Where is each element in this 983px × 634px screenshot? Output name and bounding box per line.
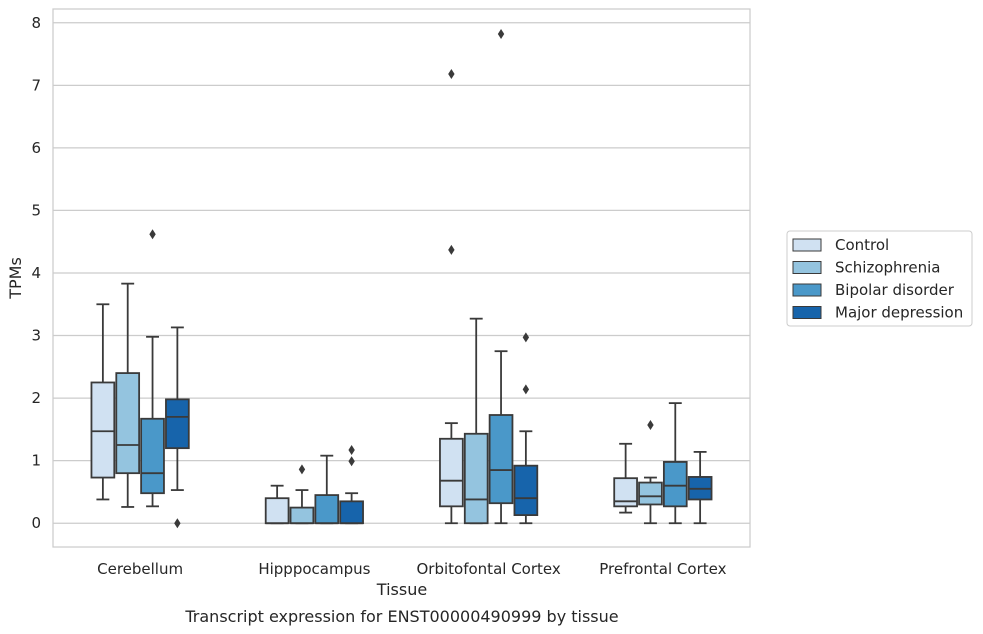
box-iqr bbox=[638, 481, 663, 506]
box-iqr bbox=[90, 381, 116, 479]
box-iqr bbox=[115, 372, 141, 475]
y-axis-label: TPMs bbox=[6, 257, 25, 300]
box-iqr bbox=[165, 398, 190, 450]
y-tick-label: 6 bbox=[31, 139, 41, 157]
outlier-point bbox=[497, 29, 505, 40]
gridlines bbox=[53, 22, 750, 524]
outlier-point bbox=[448, 244, 455, 255]
y-tick-label: 0 bbox=[31, 514, 41, 532]
outlier-point bbox=[348, 456, 355, 467]
x-tick-label: Orbitofontal Cortex bbox=[417, 560, 561, 578]
legend: Control Schizophrenia Bipolar disorder Majo… bbox=[786, 230, 973, 327]
legend-frame bbox=[786, 230, 973, 327]
box-iqr bbox=[289, 506, 315, 525]
x-axis-ticks: Cerebellum Hipppocampus Orbitofontal Corte… bbox=[97, 560, 726, 578]
x-tick-label: Prefrontal Cortex bbox=[599, 560, 726, 578]
box-group bbox=[638, 420, 663, 525]
box-group bbox=[439, 69, 464, 525]
box-iqr bbox=[314, 494, 340, 525]
box-iqr bbox=[513, 464, 539, 516]
y-axis-ticks: 0 1 2 3 4 5 6 7 8 bbox=[31, 14, 41, 532]
box-series bbox=[90, 29, 713, 529]
box-group bbox=[488, 29, 514, 525]
outlier-point bbox=[348, 445, 355, 456]
chart-title: Transcript expression for ENST0000049099… bbox=[184, 607, 618, 626]
legend-swatch bbox=[792, 261, 822, 274]
legend-label: Bipolar disorder bbox=[835, 281, 955, 299]
outlier-point bbox=[149, 229, 156, 240]
box-iqr bbox=[662, 461, 688, 508]
box-iqr bbox=[264, 497, 290, 525]
box-iqr bbox=[439, 437, 464, 508]
outlier-point bbox=[522, 332, 530, 343]
box-group bbox=[314, 454, 340, 525]
legend-swatch bbox=[792, 238, 822, 252]
box-iqr bbox=[140, 417, 165, 495]
x-axis-label: Tissue bbox=[376, 580, 427, 599]
outlier-point bbox=[522, 384, 530, 395]
box-group bbox=[463, 317, 489, 525]
plot-area-frame bbox=[52, 8, 751, 548]
box-group bbox=[662, 402, 688, 525]
outlier-point bbox=[298, 464, 306, 475]
y-tick-label: 1 bbox=[31, 452, 41, 470]
box-group bbox=[339, 445, 364, 525]
box-iqr bbox=[613, 477, 638, 508]
box-group bbox=[687, 451, 713, 525]
box-group bbox=[264, 484, 290, 525]
legend-swatch bbox=[792, 306, 822, 319]
legend-label: Control bbox=[835, 236, 889, 254]
outlier-point bbox=[448, 69, 455, 80]
y-tick-label: 5 bbox=[31, 201, 41, 219]
box-group bbox=[115, 282, 141, 508]
outlier-point bbox=[174, 518, 181, 529]
y-tick-label: 7 bbox=[31, 76, 41, 94]
legend-swatch bbox=[792, 283, 822, 297]
box-group bbox=[513, 332, 539, 525]
outlier-point bbox=[647, 420, 654, 431]
y-tick-label: 8 bbox=[31, 14, 41, 32]
box-group bbox=[165, 326, 190, 529]
y-tick-label: 2 bbox=[31, 389, 41, 407]
box-iqr bbox=[463, 432, 489, 525]
box-iqr bbox=[488, 414, 514, 505]
box-group bbox=[140, 229, 165, 508]
y-tick-label: 3 bbox=[31, 327, 41, 345]
box-iqr bbox=[339, 500, 364, 525]
x-tick-label: Cerebellum bbox=[97, 560, 183, 578]
x-tick-label: Hipppocampus bbox=[258, 560, 370, 578]
box-group bbox=[90, 303, 116, 501]
box-group bbox=[613, 442, 638, 514]
legend-label: Schizophrenia bbox=[835, 259, 940, 277]
box-group bbox=[289, 464, 315, 525]
legend-label: Major depression bbox=[835, 304, 963, 322]
y-tick-label: 4 bbox=[31, 264, 41, 282]
